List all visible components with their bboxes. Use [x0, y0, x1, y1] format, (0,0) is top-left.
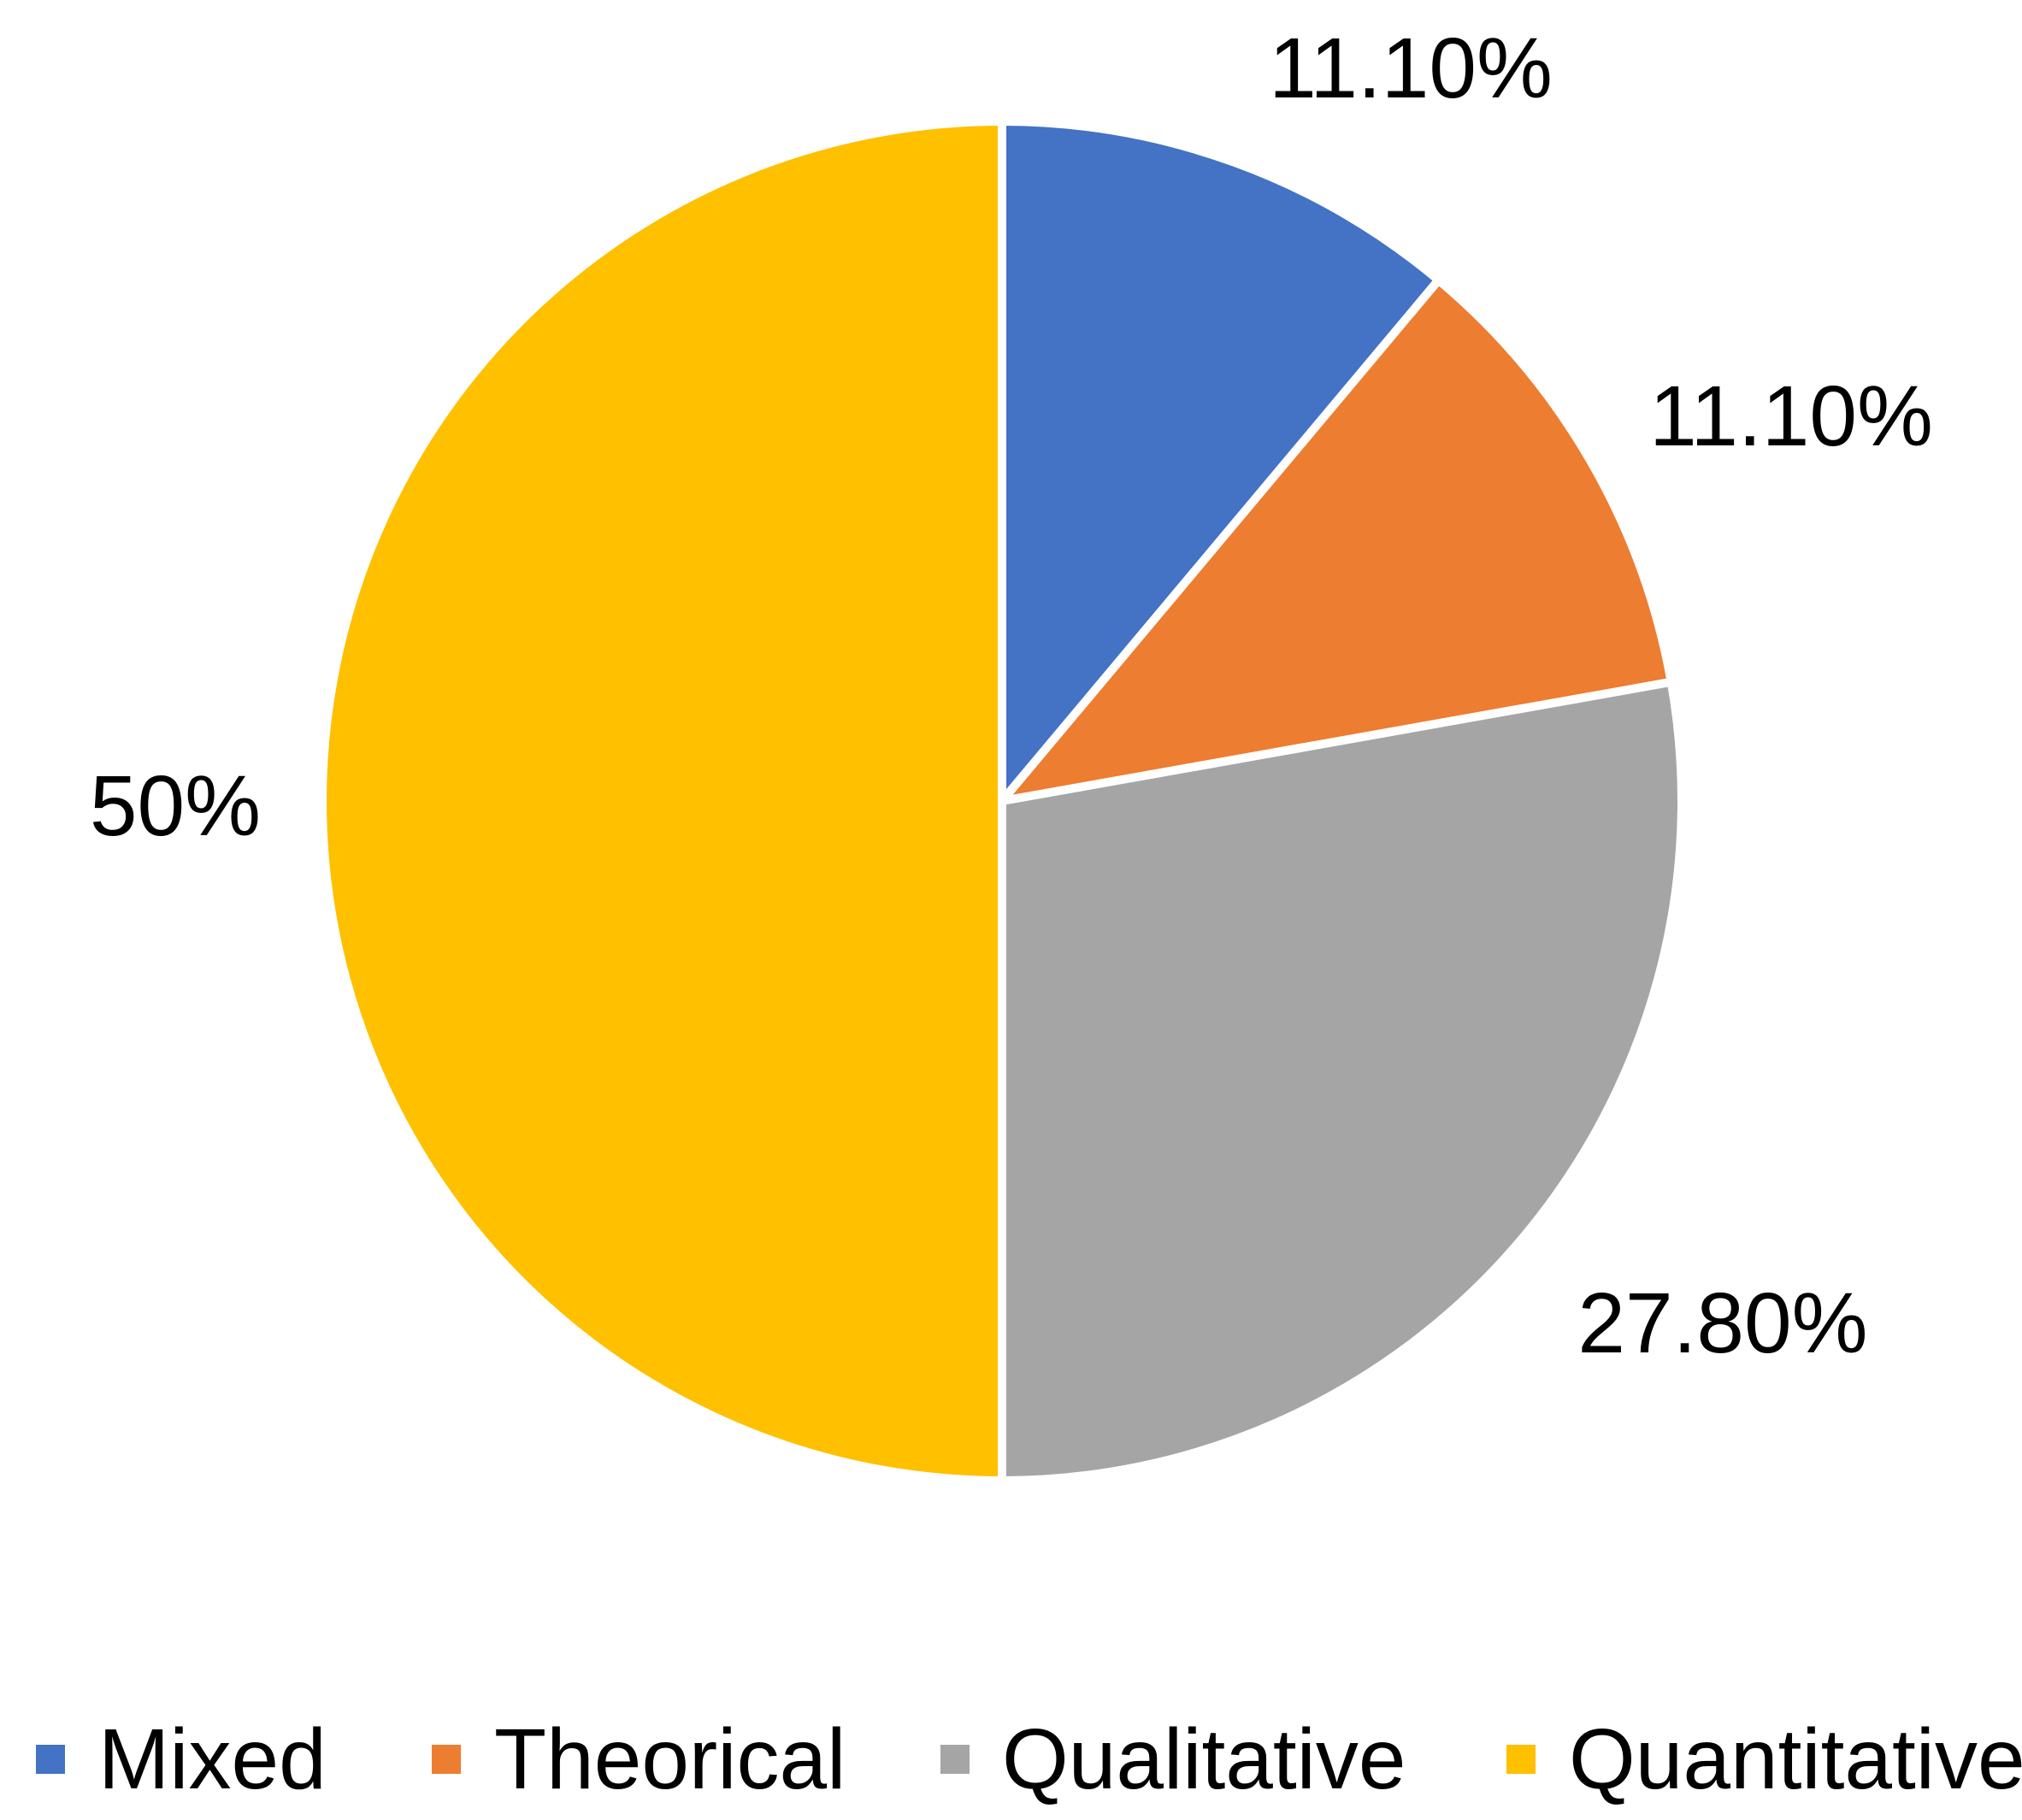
legend-swatch-quantitative [1506, 1745, 1536, 1774]
legend-item-quantitative: Quantitative [1506, 1711, 2022, 1807]
legend-item-mixed: Mixed [36, 1711, 327, 1807]
legend-label-quantitative: Quantitative [1569, 1711, 2022, 1807]
legend-item-qualitative: Qualitative [940, 1711, 1406, 1807]
legend-label-qualitative: Qualitative [1002, 1711, 1406, 1807]
data-label-quantitative: 50% [90, 758, 261, 854]
legend-label-theorical: Theorical [494, 1711, 846, 1807]
legend-swatch-qualitative [940, 1745, 970, 1774]
pie-slice-mixed [998, 117, 1443, 805]
data-label-theorical: 11.10% [1649, 368, 1933, 464]
pie-slice-qualitative [998, 677, 1687, 1485]
data-label-qualitative: 27.80% [1577, 1275, 1867, 1371]
legend-label-mixed: Mixed [98, 1711, 327, 1807]
pie-slice-theorical [998, 275, 1676, 805]
legend-swatch-mixed [36, 1745, 65, 1774]
pie-slice-quantitative [318, 117, 1006, 1485]
pie-slices [318, 117, 1687, 1485]
legend: Mixed Theorical Qualitative Quantitative [36, 1711, 2022, 1807]
legend-item-theorical: Theorical [432, 1711, 846, 1807]
legend-swatch-theorical [432, 1745, 461, 1774]
data-labels: 11.10% 11.10% 27.80% 50% [90, 21, 1933, 1371]
data-label-mixed: 11.10% [1269, 21, 1553, 116]
